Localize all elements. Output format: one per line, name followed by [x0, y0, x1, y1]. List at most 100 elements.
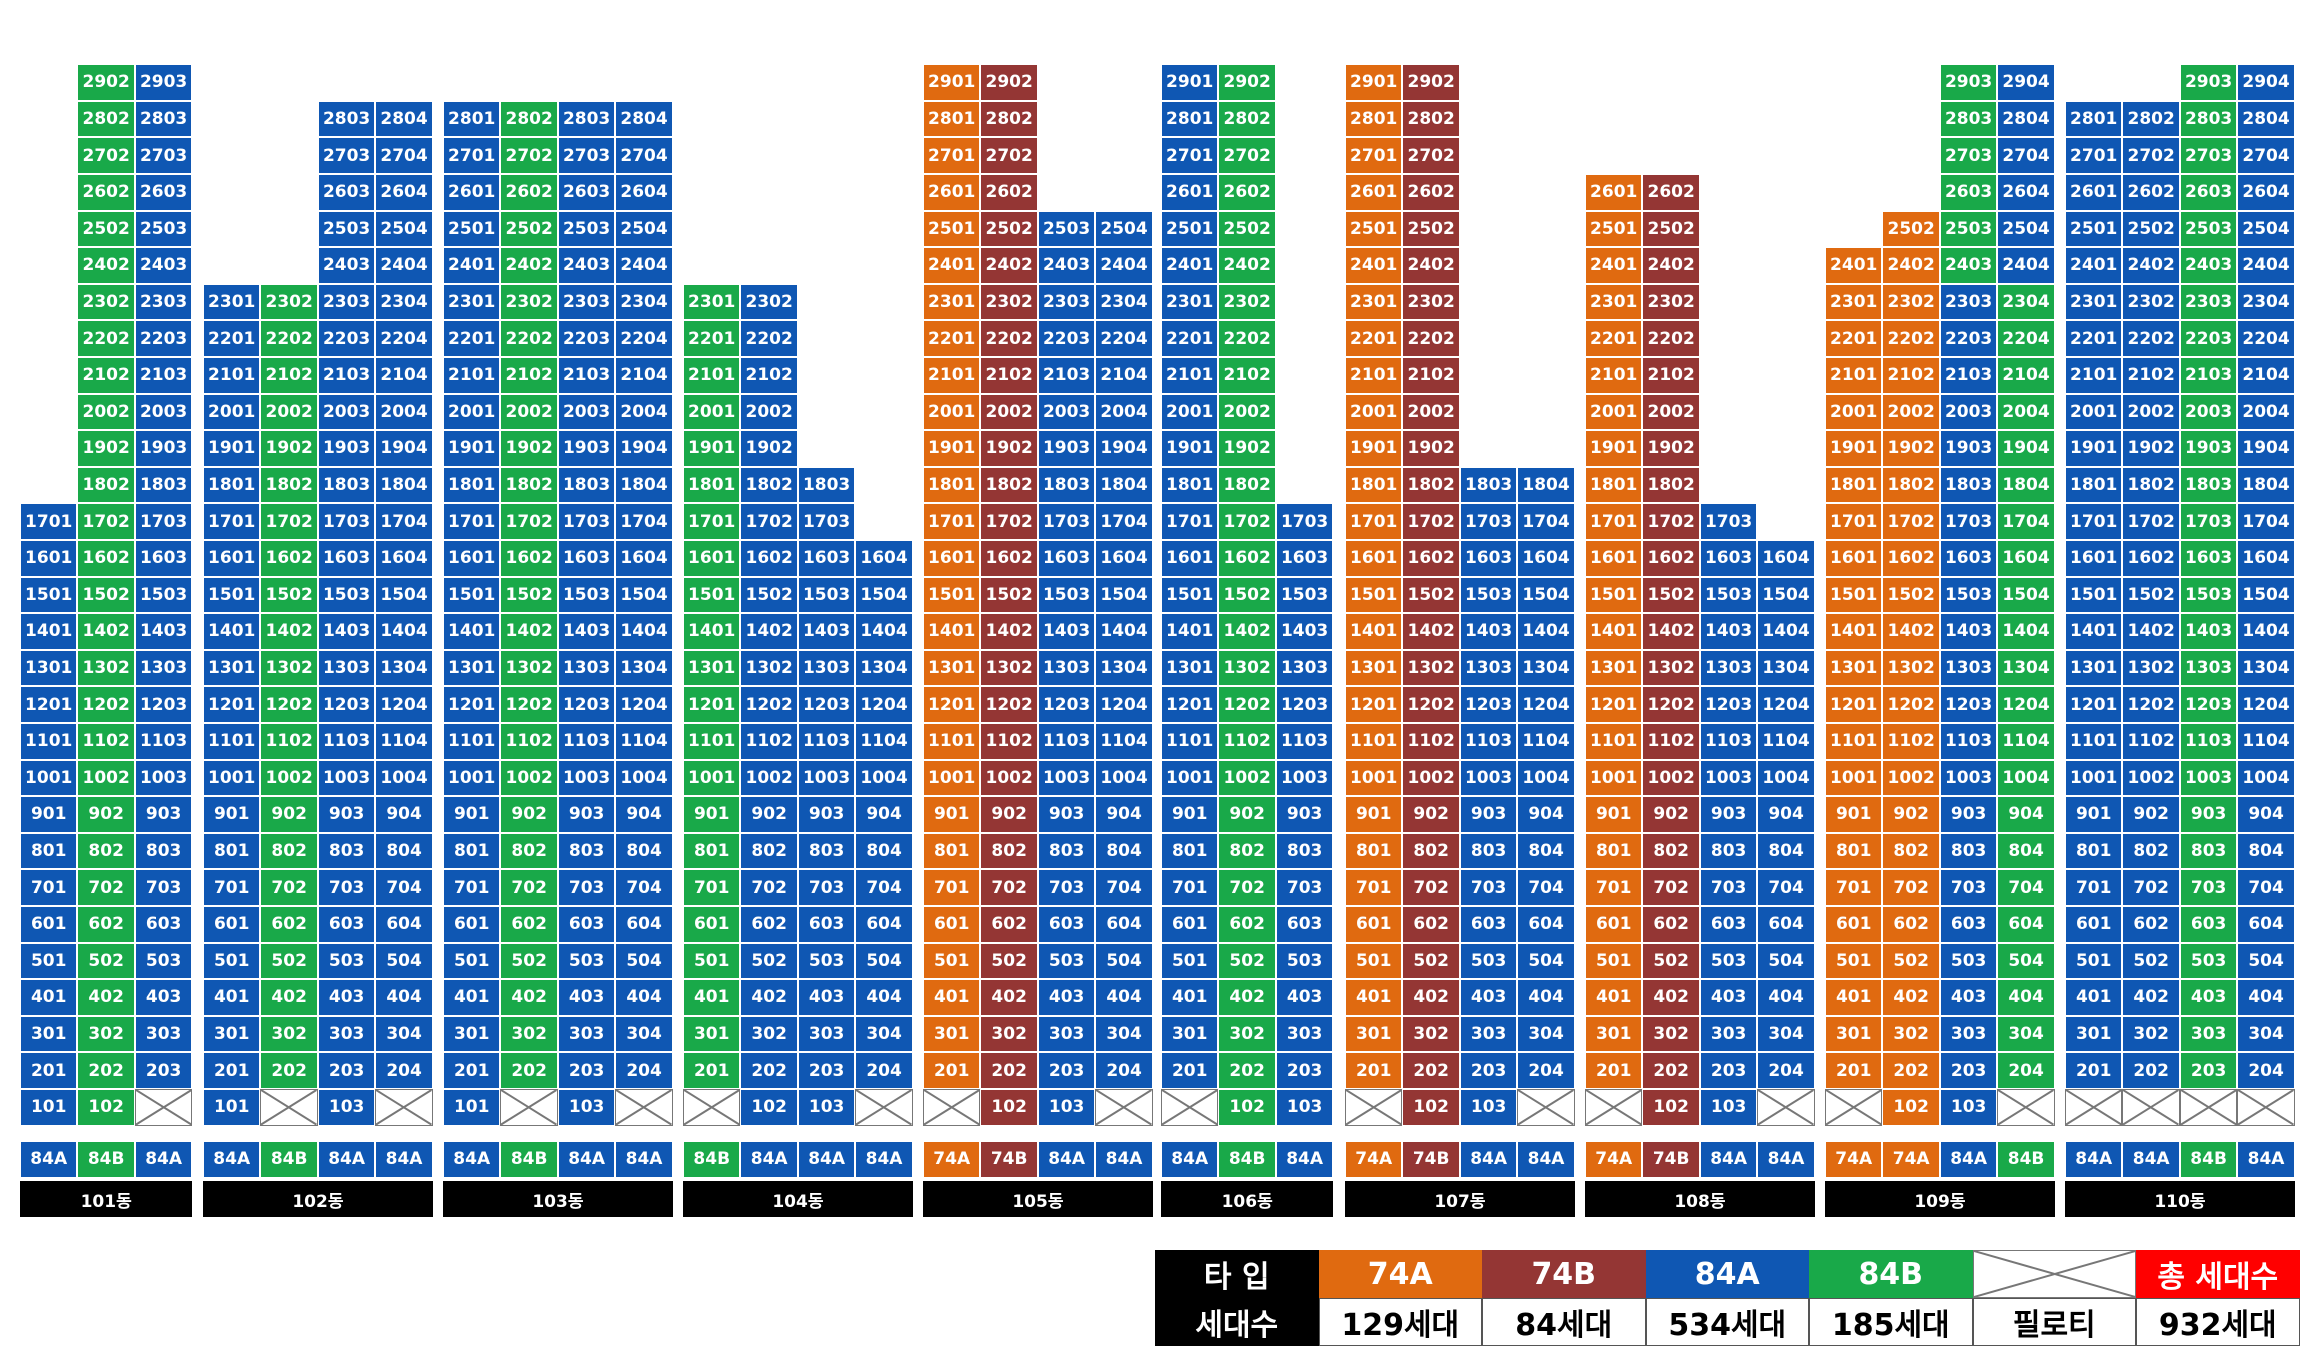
building-label: 104동 — [683, 1181, 913, 1217]
unit-cell: 2503 — [134, 210, 193, 248]
unit-cell: 1503 — [1459, 576, 1518, 614]
unit-cell: 2603 — [317, 174, 376, 211]
unit-cell: 301 — [1161, 1015, 1219, 1053]
unit-cell: 1603 — [1275, 540, 1334, 577]
unit-cell: 1002 — [1882, 759, 1940, 797]
unit-cell: 1204 — [615, 686, 673, 723]
building-label: 101동 — [20, 1181, 193, 1217]
unit-cell: 2801 — [443, 100, 501, 138]
unit-cell: 301 — [1585, 1015, 1643, 1053]
unit-cell: 503 — [557, 942, 616, 980]
unit-cell: 1903 — [2179, 430, 2238, 467]
unit-cell: 402 — [1642, 979, 1700, 1016]
pilotis-cell — [260, 1089, 318, 1126]
unit-cell: 2702 — [500, 137, 558, 174]
type-cell: 84A — [1939, 1141, 1998, 1178]
unit-cell: 704 — [855, 869, 913, 906]
unit-cell: 502 — [980, 942, 1038, 980]
unit-cell: 1902 — [77, 430, 135, 467]
unit-cell: 1701 — [1825, 503, 1883, 540]
unit-cell: 1902 — [500, 430, 558, 467]
unit-cell: 1703 — [1699, 503, 1758, 540]
unit-cell: 604 — [1095, 906, 1153, 943]
unit-cell: 2602 — [500, 174, 558, 211]
building-label: 106동 — [1161, 1181, 1334, 1217]
unit-cell: 2101 — [2065, 357, 2123, 394]
unit-cell: 2403 — [134, 247, 193, 284]
unit-cell: 304 — [1997, 1015, 2055, 1053]
unit-cell: 1702 — [740, 503, 798, 540]
unit-cell: 203 — [134, 1052, 193, 1089]
unit-cell: 2301 — [203, 283, 261, 321]
unit-cell: 2403 — [2179, 247, 2238, 284]
unit-cell: 2503 — [317, 210, 376, 248]
type-cell: 84A — [615, 1141, 673, 1178]
unit-cell: 402 — [2122, 979, 2180, 1016]
unit-cell: 302 — [1642, 1015, 1700, 1053]
unit-cell: 1604 — [2237, 540, 2295, 577]
unit-cell: 2701 — [443, 137, 501, 174]
pilotis-cell — [1095, 1089, 1153, 1126]
unit-cell: 1502 — [1218, 576, 1276, 614]
unit-cell: 2702 — [1402, 137, 1460, 174]
unit-cell: 602 — [1402, 906, 1460, 943]
unit-cell: 1701 — [20, 503, 78, 540]
unit-cell: 2401 — [1585, 247, 1643, 284]
unit-cell: 1702 — [1402, 503, 1460, 540]
unit-cell: 1101 — [1825, 723, 1883, 760]
unit-cell: 2303 — [1939, 283, 1998, 321]
unit-cell: 2102 — [2122, 357, 2180, 394]
legend-pilotis-swatch — [1972, 1250, 2136, 1298]
unit-cell: 1702 — [500, 503, 558, 540]
unit-cell: 902 — [1402, 796, 1460, 833]
unit-cell: 701 — [1161, 869, 1219, 906]
unit-cell: 2403 — [557, 247, 616, 284]
type-cell: 74A — [1825, 1141, 1883, 1178]
unit-cell: 2304 — [615, 283, 673, 321]
unit-cell: 1802 — [500, 466, 558, 504]
unit-cell: 2803 — [557, 100, 616, 138]
unit-cell: 1803 — [317, 466, 376, 504]
unit-cell: 1904 — [615, 430, 673, 467]
unit-cell: 201 — [1585, 1052, 1643, 1089]
unit-cell: 1504 — [615, 576, 673, 614]
unit-cell: 2103 — [134, 357, 193, 394]
unit-cell: 802 — [500, 832, 558, 870]
unit-cell: 303 — [2179, 1015, 2238, 1053]
type-cell: 84B — [1218, 1141, 1276, 1178]
unit-cell: 501 — [20, 942, 78, 980]
unit-cell: 304 — [1757, 1015, 1815, 1053]
unit-cell: 701 — [203, 869, 261, 906]
unit-cell: 603 — [1275, 906, 1334, 943]
pilotis-cell — [2122, 1089, 2180, 1126]
unit-cell: 804 — [1095, 832, 1153, 870]
unit-cell: 2702 — [980, 137, 1038, 174]
unit-cell: 2201 — [1585, 320, 1643, 357]
unit-cell: 201 — [1161, 1052, 1219, 1089]
unit-cell: 1502 — [1882, 576, 1940, 614]
unit-cell: 2502 — [500, 210, 558, 248]
unit-cell: 103 — [1459, 1089, 1518, 1126]
unit-cell: 1803 — [1037, 466, 1096, 504]
unit-cell: 901 — [20, 796, 78, 833]
unit-cell: 102 — [1402, 1089, 1460, 1126]
unit-cell: 2404 — [615, 247, 673, 284]
unit-cell: 902 — [1218, 796, 1276, 833]
unit-cell: 2504 — [1997, 210, 2055, 248]
unit-cell: 1103 — [557, 723, 616, 760]
unit-cell: 1102 — [500, 723, 558, 760]
unit-cell: 2801 — [2065, 100, 2123, 138]
unit-cell: 703 — [1939, 869, 1998, 906]
unit-cell: 2403 — [1037, 247, 1096, 284]
type-cell: 84A — [1517, 1141, 1575, 1178]
unit-cell: 1901 — [1585, 430, 1643, 467]
unit-cell: 1602 — [1642, 540, 1700, 577]
unit-cell: 2002 — [980, 393, 1038, 431]
unit-cell: 302 — [1218, 1015, 1276, 1053]
unit-cell: 1801 — [923, 466, 981, 504]
unit-cell: 2901 — [1345, 64, 1403, 101]
legend-count: 534세대 — [1645, 1298, 1809, 1346]
unit-cell: 601 — [683, 906, 741, 943]
unit-cell: 1902 — [980, 430, 1038, 467]
unit-cell: 904 — [375, 796, 433, 833]
